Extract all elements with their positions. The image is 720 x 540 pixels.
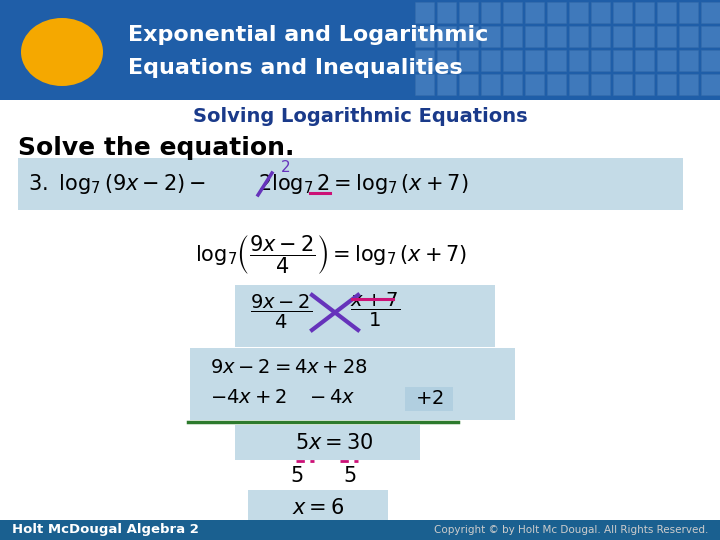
Bar [459, 2, 478, 23]
Bar [525, 74, 544, 95]
Bar [635, 50, 654, 71]
Bar [503, 26, 522, 47]
Bar [679, 74, 698, 95]
Bar [613, 2, 632, 23]
Bar [459, 26, 478, 47]
Text: Equations and Inequalities: Equations and Inequalities [128, 58, 463, 78]
Text: $3.\ \log_7\left(9x-2\right)-$: $3.\ \log_7\left(9x-2\right)-$ [28, 172, 206, 196]
Bar [547, 26, 566, 47]
Bar [190, 348, 515, 420]
Bar [0, 520, 720, 540]
Text: $5x=30$: $5x=30$ [295, 433, 374, 453]
Text: Exponential and Logarithmic: Exponential and Logarithmic [128, 25, 488, 45]
Bar [18, 158, 683, 210]
Text: $+2$: $+2$ [415, 390, 444, 408]
Text: $9x-2=4x+28$: $9x-2=4x+28$ [210, 359, 368, 377]
Text: $\log_7\!\left(\dfrac{9x-2}{4}\right)=\log_7\left(x+7\right)$: $\log_7\!\left(\dfrac{9x-2}{4}\right)=\l… [195, 233, 467, 276]
Bar [679, 2, 698, 23]
Bar [591, 2, 610, 23]
Bar [405, 387, 453, 411]
Bar [248, 490, 388, 525]
Text: $\dfrac{9x-2}{4}$: $\dfrac{9x-2}{4}$ [250, 293, 312, 331]
Bar [415, 50, 434, 71]
Bar [0, 0, 720, 100]
Bar [503, 50, 522, 71]
Bar [503, 2, 522, 23]
Bar [701, 26, 720, 47]
Bar [679, 26, 698, 47]
Text: $\dfrac{x+7}{1}$: $\dfrac{x+7}{1}$ [350, 291, 400, 329]
Bar [547, 50, 566, 71]
Bar [547, 2, 566, 23]
Bar [569, 50, 588, 71]
Bar [591, 74, 610, 95]
Bar [437, 26, 456, 47]
Text: $2\log_7 2 = \log_7\left(x+7\right)$: $2\log_7 2 = \log_7\left(x+7\right)$ [258, 172, 469, 196]
Text: $5\qquad 5$: $5\qquad 5$ [290, 466, 357, 486]
Bar [481, 74, 500, 95]
Bar [635, 74, 654, 95]
Bar [235, 425, 420, 460]
Bar [591, 26, 610, 47]
Bar [481, 2, 500, 23]
Bar [591, 50, 610, 71]
Bar [415, 26, 434, 47]
Bar [613, 74, 632, 95]
Text: $x=6$: $x=6$ [292, 498, 344, 518]
Text: Holt McDougal Algebra 2: Holt McDougal Algebra 2 [12, 523, 199, 537]
Bar [701, 74, 720, 95]
Bar [481, 50, 500, 71]
Bar [701, 2, 720, 23]
Bar [701, 50, 720, 71]
Bar [0, 100, 720, 135]
Bar [679, 50, 698, 71]
Bar [525, 26, 544, 47]
Bar [235, 285, 495, 347]
Ellipse shape [21, 18, 103, 86]
Text: $-4x+2\quad -4x$: $-4x+2\quad -4x$ [210, 389, 356, 407]
Bar [569, 26, 588, 47]
Bar [569, 2, 588, 23]
Bar [437, 2, 456, 23]
Bar [657, 26, 676, 47]
Bar [657, 74, 676, 95]
Text: $2$: $2$ [280, 159, 290, 175]
Bar [503, 74, 522, 95]
Bar [569, 74, 588, 95]
Bar [437, 74, 456, 95]
Bar [657, 2, 676, 23]
Bar [613, 26, 632, 47]
Bar [459, 50, 478, 71]
Bar [635, 2, 654, 23]
Bar [525, 2, 544, 23]
Bar [459, 74, 478, 95]
Bar [613, 50, 632, 71]
Bar [415, 2, 434, 23]
Bar [657, 50, 676, 71]
Bar [525, 50, 544, 71]
Bar [635, 26, 654, 47]
Bar [437, 50, 456, 71]
Text: Solve the equation.: Solve the equation. [18, 136, 294, 160]
Text: Copyright © by Holt Mc Dougal. All Rights Reserved.: Copyright © by Holt Mc Dougal. All Right… [433, 525, 708, 535]
Bar [547, 74, 566, 95]
Text: Solving Logarithmic Equations: Solving Logarithmic Equations [193, 107, 527, 126]
Bar [481, 26, 500, 47]
Bar [415, 74, 434, 95]
